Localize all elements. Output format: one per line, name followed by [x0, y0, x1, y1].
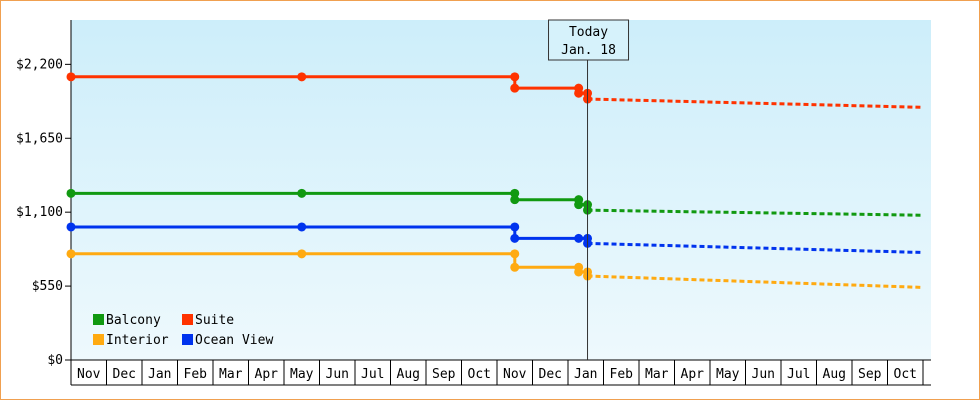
data-point [510, 195, 520, 205]
data-point [510, 188, 520, 198]
legend-item: Balcony [93, 313, 161, 328]
y-tick-label: $550 [32, 279, 63, 294]
data-point [574, 88, 584, 98]
series-layer [66, 72, 924, 289]
series-balcony [66, 188, 924, 217]
data-point [66, 72, 76, 82]
today-label: Today [569, 25, 608, 40]
y-tick-label: $1,650 [16, 131, 63, 146]
x-tick-label: Nov [503, 367, 527, 382]
data-point [297, 188, 307, 198]
x-tick-label: Jan [574, 367, 597, 382]
x-tick-label: Feb [184, 367, 208, 382]
today-date: Jan. 18 [561, 43, 616, 58]
x-tick-label: Aug [397, 367, 420, 382]
data-point [574, 233, 584, 243]
plot-area [71, 20, 931, 360]
x-tick-label: Sep [432, 367, 456, 382]
x-tick-label: Jul [787, 367, 810, 382]
x-tick-label: Feb [610, 367, 634, 382]
data-point [574, 267, 584, 277]
legend-swatch [93, 334, 104, 345]
series-suite [66, 72, 924, 109]
x-tick-label: Aug [823, 367, 846, 382]
data-point [510, 262, 520, 272]
x-tick-label: Apr [255, 367, 279, 382]
data-point [297, 72, 307, 82]
legend: Balcony Suite Interior Ocean View [93, 313, 273, 348]
legend-label: Ocean View [195, 333, 273, 348]
legend-label: Interior [106, 333, 169, 348]
legend-swatch [182, 314, 193, 325]
series-interior [66, 249, 924, 289]
x-tick-label: Mar [645, 367, 669, 382]
data-point [510, 249, 520, 259]
x-tick-label: May [716, 367, 740, 382]
data-point [66, 188, 76, 198]
x-tick-label: Oct [468, 367, 491, 382]
x-tick-label: Dec [539, 367, 562, 382]
legend-label: Balcony [106, 313, 161, 328]
data-point [297, 249, 307, 259]
data-point [510, 83, 520, 93]
today-marker: Today Jan. 18 [548, 19, 630, 360]
x-tick-label: Sep [858, 367, 882, 382]
x-tick-label: Oct [894, 367, 917, 382]
y-tick-label: $2,200 [16, 57, 63, 72]
legend-item: Interior [93, 333, 169, 348]
x-axis: Nov Dec Jan Feb Mar Apr May Jun Jul Aug Sep Oct Nov D… [70, 359, 931, 386]
x-tick-label: Jan [148, 367, 171, 382]
x-tick-label: Mar [219, 367, 243, 382]
x-tick-label: Nov [77, 367, 101, 382]
data-point [510, 222, 520, 232]
data-point [297, 222, 307, 232]
legend-swatch [182, 334, 193, 345]
x-tick-label: Jun [326, 367, 349, 382]
legend-item: Ocean View [182, 333, 273, 348]
y-axis: $0 $550 $1,100 $1,650 $2,200 [16, 20, 72, 368]
today-box [548, 19, 630, 61]
x-tick-label: Jun [752, 367, 775, 382]
x-tick-label: Apr [681, 367, 705, 382]
data-point [510, 72, 520, 82]
data-point [66, 249, 76, 259]
data-point [574, 200, 584, 210]
x-tick-label: Dec [113, 367, 136, 382]
y-tick-label: $0 [47, 353, 63, 368]
legend-item: Suite [182, 313, 234, 328]
legend-swatch [93, 314, 104, 325]
legend-label: Suite [195, 313, 234, 328]
x-tick-label: Jul [361, 367, 384, 382]
x-tick-label: May [290, 367, 314, 382]
data-point [66, 222, 76, 232]
data-point [510, 233, 520, 243]
y-tick-label: $1,100 [16, 205, 63, 220]
